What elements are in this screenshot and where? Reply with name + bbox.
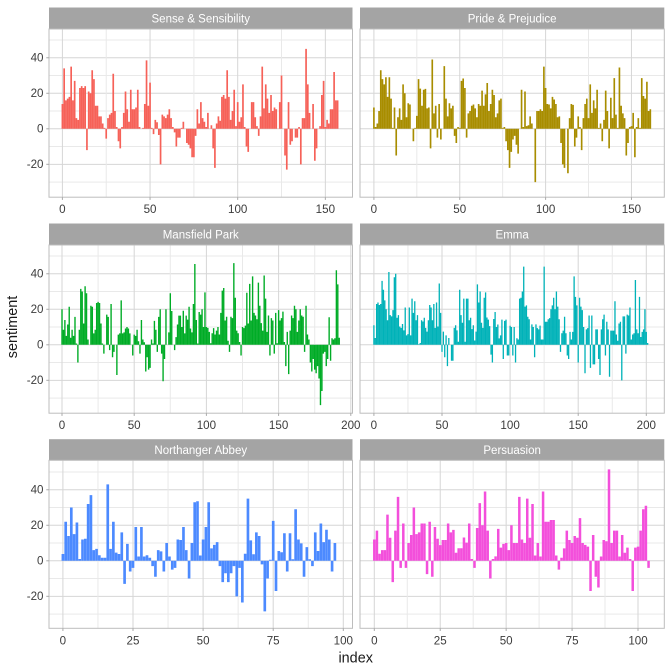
svg-text:Emma: Emma <box>496 229 530 241</box>
svg-text:0: 0 <box>59 203 65 216</box>
svg-text:Mansfield Park: Mansfield Park <box>163 229 239 241</box>
svg-text:40: 40 <box>31 51 44 64</box>
svg-text:20: 20 <box>31 303 44 316</box>
svg-text:40: 40 <box>31 483 44 496</box>
svg-text:sentiment: sentiment <box>5 296 21 358</box>
svg-text:50: 50 <box>144 203 157 216</box>
svg-text:50: 50 <box>128 419 141 432</box>
svg-text:200: 200 <box>341 419 360 432</box>
svg-text:Sense & Sensibility: Sense & Sensibility <box>152 13 251 25</box>
svg-text:100: 100 <box>500 419 519 432</box>
svg-text:20: 20 <box>31 87 44 100</box>
svg-text:150: 150 <box>316 203 335 216</box>
svg-text:-20: -20 <box>27 374 44 387</box>
svg-text:40: 40 <box>31 267 44 280</box>
svg-text:0: 0 <box>59 419 65 432</box>
svg-text:0: 0 <box>37 123 43 136</box>
svg-text:25: 25 <box>127 634 140 647</box>
svg-text:100: 100 <box>536 203 555 216</box>
svg-text:100: 100 <box>197 419 216 432</box>
svg-text:0: 0 <box>371 203 377 216</box>
svg-text:0: 0 <box>371 634 377 647</box>
svg-text:-20: -20 <box>27 158 44 171</box>
svg-text:-20: -20 <box>27 590 44 603</box>
svg-text:50: 50 <box>436 419 449 432</box>
svg-text:index: index <box>338 651 373 667</box>
svg-text:50: 50 <box>197 634 210 647</box>
svg-text:0: 0 <box>37 339 43 352</box>
svg-text:100: 100 <box>334 634 353 647</box>
svg-text:100: 100 <box>228 203 247 216</box>
svg-text:0: 0 <box>37 555 43 568</box>
svg-text:Pride & Prejudice: Pride & Prejudice <box>468 13 557 25</box>
svg-text:50: 50 <box>453 203 466 216</box>
svg-text:200: 200 <box>637 419 656 432</box>
svg-text:50: 50 <box>500 634 513 647</box>
svg-text:0: 0 <box>371 419 377 432</box>
svg-text:0: 0 <box>60 634 66 647</box>
svg-text:Northanger Abbey: Northanger Abbey <box>154 445 247 457</box>
svg-text:75: 75 <box>566 634 579 647</box>
svg-text:20: 20 <box>31 519 44 532</box>
svg-text:75: 75 <box>267 634 280 647</box>
svg-text:100: 100 <box>628 634 647 647</box>
svg-text:150: 150 <box>569 419 588 432</box>
svg-text:Persuasion: Persuasion <box>483 445 541 457</box>
svg-text:150: 150 <box>269 419 288 432</box>
svg-text:150: 150 <box>622 203 641 216</box>
svg-text:25: 25 <box>434 634 447 647</box>
